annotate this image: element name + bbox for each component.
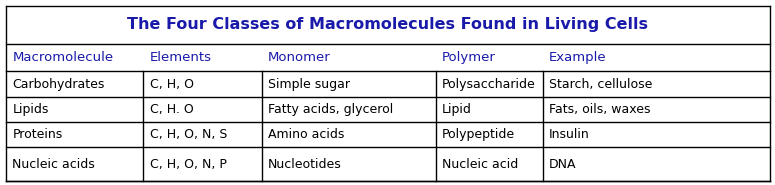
Text: Elements: Elements bbox=[150, 51, 212, 64]
Text: Example: Example bbox=[549, 51, 606, 64]
Text: Macromolecule: Macromolecule bbox=[12, 51, 113, 64]
Text: Polypeptide: Polypeptide bbox=[442, 128, 515, 141]
Text: Amino acids: Amino acids bbox=[268, 128, 345, 141]
Text: Lipid: Lipid bbox=[442, 103, 472, 116]
Text: DNA: DNA bbox=[549, 158, 576, 171]
Text: Polymer: Polymer bbox=[442, 51, 496, 64]
Text: Carbohydrates: Carbohydrates bbox=[12, 78, 105, 91]
Text: The Four Classes of Macromolecules Found in Living Cells: The Four Classes of Macromolecules Found… bbox=[127, 17, 648, 33]
Text: C, H, O, N, P: C, H, O, N, P bbox=[150, 158, 226, 171]
Text: Starch, cellulose: Starch, cellulose bbox=[549, 78, 652, 91]
Text: C, H, O, N, S: C, H, O, N, S bbox=[150, 128, 227, 141]
Text: Lipids: Lipids bbox=[12, 103, 49, 116]
Text: Nucleotides: Nucleotides bbox=[268, 158, 342, 171]
Text: Proteins: Proteins bbox=[12, 128, 63, 141]
Text: C, H. O: C, H. O bbox=[150, 103, 193, 116]
Text: Nucleic acids: Nucleic acids bbox=[12, 158, 95, 171]
Text: C, H, O: C, H, O bbox=[150, 78, 194, 91]
Text: Simple sugar: Simple sugar bbox=[268, 78, 350, 91]
Text: Polysaccharide: Polysaccharide bbox=[442, 78, 536, 91]
Text: Fatty acids, glycerol: Fatty acids, glycerol bbox=[268, 103, 394, 116]
Text: Monomer: Monomer bbox=[268, 51, 331, 64]
Text: Nucleic acid: Nucleic acid bbox=[442, 158, 518, 171]
Text: Fats, oils, waxes: Fats, oils, waxes bbox=[549, 103, 650, 116]
Text: Insulin: Insulin bbox=[549, 128, 590, 141]
